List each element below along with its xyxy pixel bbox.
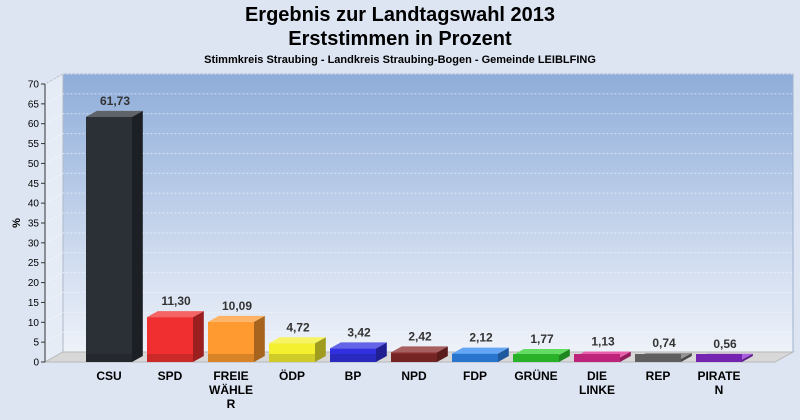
bar-bp (330, 342, 387, 362)
x-tick-label: LINKE (579, 383, 615, 397)
y-tick-label: 70 (28, 80, 40, 91)
bar-npd (391, 346, 448, 362)
y-tick-label: 10 (28, 318, 40, 329)
x-tick-label: WÄHLE (209, 382, 253, 397)
x-tick-label: NPD (401, 369, 427, 383)
data-label: 2,12 (469, 331, 493, 345)
bar-piraten (696, 353, 753, 362)
x-tick-label: CSU (96, 369, 121, 383)
y-axis: 0 5 10 15 20 25 30 35 40 45 50 55 60 65 70% (11, 80, 46, 369)
bar-die-linke (574, 351, 631, 362)
data-label: 1,77 (530, 332, 554, 346)
bar-rep (635, 353, 692, 362)
y-tick-label: 20 (28, 278, 40, 289)
grid-line (44, 331, 793, 343)
y-tick-label: 0 (33, 358, 39, 369)
chart-title: Ergebnis zur Landtagswahl 2013 (244, 4, 556, 26)
data-label: 10,09 (222, 299, 252, 313)
y-tick-label: 25 (28, 258, 40, 269)
bar-grüne (513, 348, 570, 362)
grid-line (44, 232, 793, 244)
grid-line (44, 311, 793, 323)
data-label: 2,42 (408, 329, 432, 343)
chart-subtitle: Stimmkreis Straubing - Landkreis Straubi… (204, 54, 596, 66)
y-tick-label: 15 (28, 298, 40, 309)
x-tick-label: FDP (463, 369, 487, 383)
x-tick-label: DIE (587, 369, 607, 383)
y-tick-label: 60 (28, 119, 40, 130)
x-tick-label: R (227, 397, 236, 411)
data-label: 0,74 (652, 336, 676, 350)
plot-side-wall (44, 73, 64, 363)
grid-line (44, 172, 793, 184)
x-tick-label: REP (646, 369, 671, 383)
chart-title-line-2: Erststimmen in Prozent (288, 28, 512, 50)
grid-line (44, 291, 793, 303)
grid-line (44, 133, 793, 145)
bar-freie-wähler (208, 315, 265, 362)
bar-ödp (269, 337, 326, 362)
x-tick-label: ÖDP (279, 368, 305, 383)
y-tick-label: 30 (28, 238, 40, 249)
bar-fdp (452, 347, 509, 362)
y-tick-label: 5 (33, 338, 39, 349)
x-tick-label: FREIE (213, 369, 248, 383)
grid-line (44, 212, 793, 224)
x-tick-label: N (715, 383, 724, 397)
grid-line (44, 93, 793, 105)
x-tick-label: GRÜNE (514, 368, 557, 383)
y-tick-label: 40 (28, 199, 40, 210)
data-label: 3,42 (347, 325, 371, 339)
y-tick-label: 35 (28, 219, 40, 230)
data-label: 0,56 (713, 337, 737, 351)
data-label: 11,30 (161, 294, 191, 308)
bar-spd (147, 311, 204, 362)
y-tick-label: 50 (28, 159, 40, 170)
grid-line (44, 113, 793, 125)
data-label: 1,13 (591, 335, 615, 349)
grid-line (44, 73, 793, 85)
x-tick-label: BP (345, 369, 362, 383)
grid-line (44, 272, 793, 284)
grid-line (44, 252, 793, 264)
y-tick-label: 55 (28, 139, 40, 150)
x-tick-label: SPD (158, 369, 183, 383)
y-tick-label: 45 (28, 179, 40, 190)
bars: 61,73 11,30 10,09 4,72 3,42 2,42 2,12 1,77 1,13 0… (86, 94, 753, 362)
x-tick-label: PIRATE (697, 369, 740, 383)
bar-csu (86, 110, 143, 362)
grid-lines (44, 73, 793, 343)
data-label: 61,73 (100, 94, 130, 108)
grid-line (44, 152, 793, 164)
grid-line (44, 192, 793, 204)
data-label: 4,72 (286, 320, 310, 334)
y-tick-label: 65 (28, 99, 40, 110)
y-axis-label: % (11, 218, 23, 228)
